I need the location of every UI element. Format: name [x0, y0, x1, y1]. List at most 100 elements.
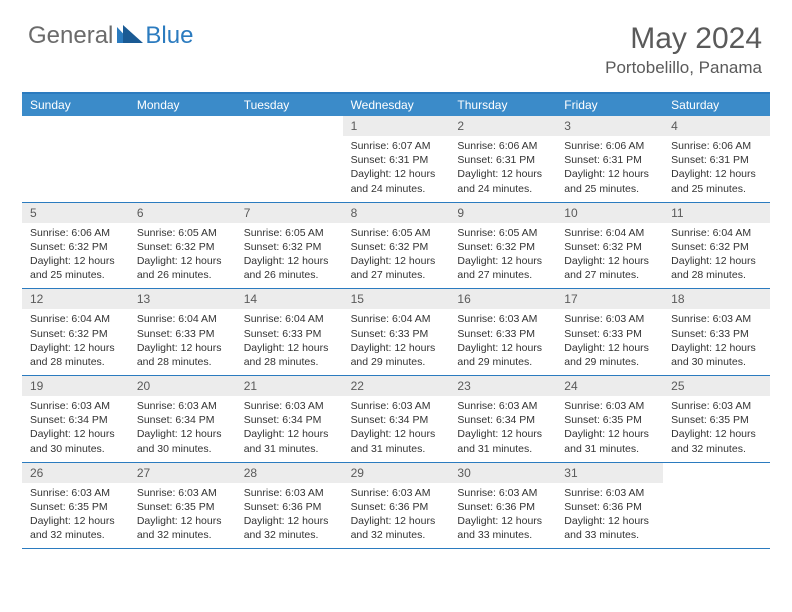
info-line: Sunset: 6:32 PM [30, 327, 123, 341]
info-line: Daylight: 12 hours [351, 514, 444, 528]
info-line: Daylight: 12 hours [671, 341, 764, 355]
day-info: Sunrise: 6:04 AMSunset: 6:32 PMDaylight:… [556, 223, 663, 289]
day-info: Sunrise: 6:03 AMSunset: 6:35 PMDaylight:… [556, 396, 663, 462]
info-line: Sunset: 6:31 PM [457, 153, 550, 167]
day-info: Sunrise: 6:06 AMSunset: 6:32 PMDaylight:… [22, 223, 129, 289]
info-line: Sunrise: 6:06 AM [671, 139, 764, 153]
info-line: and 28 minutes. [137, 355, 230, 369]
day-number: 23 [449, 376, 556, 396]
info-line: Daylight: 12 hours [244, 254, 337, 268]
info-line: and 32 minutes. [351, 528, 444, 542]
info-line: Daylight: 12 hours [671, 167, 764, 181]
day-cell: 23Sunrise: 6:03 AMSunset: 6:34 PMDayligh… [449, 376, 556, 462]
day-cell: 28Sunrise: 6:03 AMSunset: 6:36 PMDayligh… [236, 463, 343, 549]
info-line: Sunset: 6:32 PM [457, 240, 550, 254]
day-info: Sunrise: 6:03 AMSunset: 6:34 PMDaylight:… [343, 396, 450, 462]
day-info: Sunrise: 6:06 AMSunset: 6:31 PMDaylight:… [556, 136, 663, 202]
info-line: Sunrise: 6:03 AM [564, 486, 657, 500]
day-number: 2 [449, 116, 556, 136]
day-number: 6 [129, 203, 236, 223]
day-header: Tuesday [236, 94, 343, 116]
day-cell: 15Sunrise: 6:04 AMSunset: 6:33 PMDayligh… [343, 289, 450, 375]
day-number: 14 [236, 289, 343, 309]
info-line: and 31 minutes. [457, 442, 550, 456]
info-line: Daylight: 12 hours [137, 341, 230, 355]
day-info: Sunrise: 6:03 AMSunset: 6:36 PMDaylight:… [556, 483, 663, 549]
day-info: Sunrise: 6:03 AMSunset: 6:33 PMDaylight:… [449, 309, 556, 375]
day-info: Sunrise: 6:04 AMSunset: 6:33 PMDaylight:… [129, 309, 236, 375]
day-cell: 6Sunrise: 6:05 AMSunset: 6:32 PMDaylight… [129, 203, 236, 289]
info-line: Sunrise: 6:04 AM [351, 312, 444, 326]
info-line: Sunrise: 6:03 AM [137, 486, 230, 500]
info-line: Sunset: 6:34 PM [244, 413, 337, 427]
info-line: Daylight: 12 hours [457, 254, 550, 268]
day-cell: 24Sunrise: 6:03 AMSunset: 6:35 PMDayligh… [556, 376, 663, 462]
info-line: Sunrise: 6:03 AM [351, 399, 444, 413]
info-line: and 27 minutes. [564, 268, 657, 282]
day-cell: 18Sunrise: 6:03 AMSunset: 6:33 PMDayligh… [663, 289, 770, 375]
info-line: and 30 minutes. [30, 442, 123, 456]
day-number: 20 [129, 376, 236, 396]
info-line: Sunrise: 6:03 AM [351, 486, 444, 500]
day-cell: 11Sunrise: 6:04 AMSunset: 6:32 PMDayligh… [663, 203, 770, 289]
day-header: Saturday [663, 94, 770, 116]
info-line: Sunrise: 6:05 AM [244, 226, 337, 240]
day-info: Sunrise: 6:05 AMSunset: 6:32 PMDaylight:… [343, 223, 450, 289]
info-line: Daylight: 12 hours [564, 167, 657, 181]
location-label: Portobelillo, Panama [605, 58, 762, 78]
day-number: 4 [663, 116, 770, 136]
day-number: 1 [343, 116, 450, 136]
info-line: Sunset: 6:32 PM [564, 240, 657, 254]
day-info: Sunrise: 6:03 AMSunset: 6:36 PMDaylight:… [236, 483, 343, 549]
info-line: Sunrise: 6:03 AM [137, 399, 230, 413]
weeks-container: 1 Sunrise: 6:07 AM Sunset: 6:31 PM Daylight… [22, 116, 770, 549]
day-number: 26 [22, 463, 129, 483]
info-line: Daylight: 12 hours [351, 341, 444, 355]
day-header: Thursday [449, 94, 556, 116]
day-number: 13 [129, 289, 236, 309]
day-number: 21 [236, 376, 343, 396]
info-line: Daylight: 12 hours [671, 427, 764, 441]
day-header: Monday [129, 94, 236, 116]
info-line: and 31 minutes. [564, 442, 657, 456]
info-line: and 33 minutes. [564, 528, 657, 542]
info-line: Sunset: 6:32 PM [30, 240, 123, 254]
day-cell: 21Sunrise: 6:03 AMSunset: 6:34 PMDayligh… [236, 376, 343, 462]
day-number-empty [22, 116, 129, 136]
info-line: and 24 minutes. [351, 182, 444, 196]
week-row: 1 Sunrise: 6:07 AM Sunset: 6:31 PM Daylight… [22, 116, 770, 203]
day-number: 25 [663, 376, 770, 396]
day-cell: 22Sunrise: 6:03 AMSunset: 6:34 PMDayligh… [343, 376, 450, 462]
info-line: Sunrise: 6:04 AM [564, 226, 657, 240]
info-line: and 29 minutes. [351, 355, 444, 369]
info-line: and 32 minutes. [137, 528, 230, 542]
info-line: Sunrise: 6:03 AM [244, 486, 337, 500]
day-info: Sunrise: 6:03 AMSunset: 6:34 PMDaylight:… [22, 396, 129, 462]
day-cell: 19Sunrise: 6:03 AMSunset: 6:34 PMDayligh… [22, 376, 129, 462]
day-cell: 12Sunrise: 6:04 AMSunset: 6:32 PMDayligh… [22, 289, 129, 375]
day-info: Sunrise: 6:03 AMSunset: 6:33 PMDaylight:… [663, 309, 770, 375]
day-number: 15 [343, 289, 450, 309]
info-line: Sunrise: 6:03 AM [564, 312, 657, 326]
info-line: Daylight: 12 hours [457, 514, 550, 528]
info-line: Sunset: 6:36 PM [564, 500, 657, 514]
day-cell: 31Sunrise: 6:03 AMSunset: 6:36 PMDayligh… [556, 463, 663, 549]
day-cell: 4Sunrise: 6:06 AMSunset: 6:31 PMDaylight… [663, 116, 770, 202]
info-line: Sunset: 6:33 PM [457, 327, 550, 341]
day-info: Sunrise: 6:04 AMSunset: 6:33 PMDaylight:… [343, 309, 450, 375]
week-row: 19Sunrise: 6:03 AMSunset: 6:34 PMDayligh… [22, 376, 770, 463]
day-number-empty [663, 463, 770, 483]
day-number: 27 [129, 463, 236, 483]
day-cell: 9Sunrise: 6:05 AMSunset: 6:32 PMDaylight… [449, 203, 556, 289]
info-line: Daylight: 12 hours [564, 514, 657, 528]
info-line: Sunrise: 6:04 AM [671, 226, 764, 240]
day-cell: 10Sunrise: 6:04 AMSunset: 6:32 PMDayligh… [556, 203, 663, 289]
info-line: Sunrise: 6:07 AM [351, 139, 444, 153]
day-info: Sunrise: 6:03 AMSunset: 6:34 PMDaylight:… [129, 396, 236, 462]
page-header: General Blue May 2024 Portobelillo, Pana… [0, 0, 792, 86]
info-line: Daylight: 12 hours [137, 514, 230, 528]
info-line: Sunrise: 6:03 AM [457, 486, 550, 500]
day-info: Sunrise: 6:03 AMSunset: 6:36 PMDaylight:… [449, 483, 556, 549]
day-cell: 29Sunrise: 6:03 AMSunset: 6:36 PMDayligh… [343, 463, 450, 549]
info-line: Sunset: 6:35 PM [30, 500, 123, 514]
